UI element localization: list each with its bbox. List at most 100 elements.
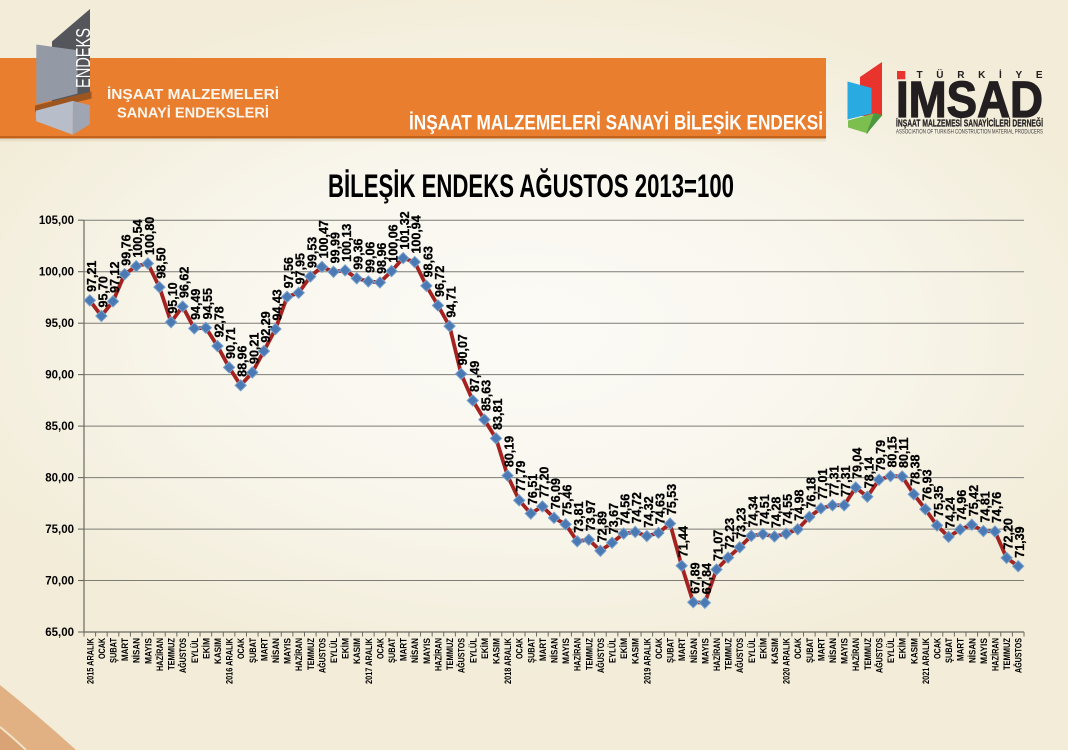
svg-text:97,21: 97,21 — [85, 261, 99, 292]
svg-text:HAZİRAN: HAZİRAN — [573, 638, 583, 671]
svg-text:OCAK: OCAK — [97, 638, 107, 659]
svg-text:HAZİRAN: HAZİRAN — [433, 638, 443, 671]
svg-text:OCAK: OCAK — [793, 638, 803, 659]
svg-text:NİSAN: NİSAN — [410, 638, 420, 663]
svg-text:76,18: 76,18 — [804, 477, 818, 508]
svg-text:74,56: 74,56 — [619, 494, 633, 525]
svg-text:72,23: 72,23 — [723, 518, 737, 549]
svg-text:MART: MART — [677, 638, 687, 661]
svg-text:77,79: 77,79 — [514, 461, 528, 492]
svg-text:100,13: 100,13 — [340, 224, 354, 262]
svg-text:MART: MART — [816, 638, 826, 661]
svg-text:TEMMUZ: TEMMUZ — [1002, 638, 1012, 670]
svg-text:70,00: 70,00 — [45, 576, 74, 588]
svg-text:72,20: 72,20 — [1002, 518, 1016, 549]
svg-text:105,00: 105,00 — [39, 215, 74, 227]
svg-text:77,01: 77,01 — [816, 469, 830, 500]
svg-text:HAZİRAN: HAZİRAN — [712, 638, 722, 671]
svg-text:75,46: 75,46 — [561, 484, 575, 515]
svg-text:65,00: 65,00 — [45, 627, 74, 639]
svg-text:75,53: 75,53 — [665, 484, 679, 515]
svg-text:74,96: 74,96 — [955, 490, 969, 521]
svg-text:MART: MART — [120, 638, 130, 661]
svg-text:100,80: 100,80 — [143, 217, 157, 255]
svg-text:EYLÜL: EYLÜL — [329, 638, 339, 663]
svg-text:94,49: 94,49 — [189, 289, 203, 320]
svg-text:78,38: 78,38 — [909, 454, 923, 485]
svg-text:80,19: 80,19 — [503, 436, 517, 467]
svg-text:TEMMUZ: TEMMUZ — [445, 638, 455, 670]
svg-text:2015 ARALIK: 2015 ARALIK — [85, 638, 95, 684]
svg-text:80,00: 80,00 — [45, 473, 74, 485]
svg-text:76,93: 76,93 — [920, 469, 934, 500]
svg-text:EKİM: EKİM — [341, 638, 351, 659]
svg-text:100,00: 100,00 — [39, 267, 74, 279]
svg-text:74,55: 74,55 — [781, 494, 795, 525]
svg-text:73,23: 73,23 — [735, 507, 749, 538]
svg-text:99,53: 99,53 — [305, 237, 319, 268]
svg-text:AĞUSTOS: AĞUSTOS — [734, 638, 745, 673]
svg-text:98,50: 98,50 — [154, 247, 168, 278]
svg-text:97,12: 97,12 — [108, 262, 122, 293]
svg-text:ŞUBAT: ŞUBAT — [805, 638, 815, 663]
svg-text:75,42: 75,42 — [967, 485, 981, 516]
svg-text:2021 ARALIK: 2021 ARALIK — [921, 638, 931, 684]
svg-text:EKİM: EKİM — [619, 638, 629, 659]
svg-text:SANAYİ ENDEKSLERİ: SANAYİ ENDEKSLERİ — [117, 105, 269, 122]
svg-text:EKİM: EKİM — [898, 638, 908, 659]
svg-text:74,81: 74,81 — [978, 491, 992, 522]
svg-text:87,49: 87,49 — [468, 361, 482, 392]
svg-text:2017 ARALIK: 2017 ARALIK — [364, 638, 374, 684]
svg-text:74,24: 74,24 — [944, 497, 958, 528]
svg-text:76,09: 76,09 — [549, 478, 563, 509]
svg-text:71,07: 71,07 — [711, 530, 725, 561]
svg-text:90,00: 90,00 — [45, 370, 74, 382]
svg-text:97,56: 97,56 — [282, 257, 296, 288]
svg-text:OCAK: OCAK — [654, 638, 664, 659]
svg-text:2016 ARALIK: 2016 ARALIK — [225, 638, 235, 684]
svg-text:72,89: 72,89 — [595, 511, 609, 542]
svg-text:99,99: 99,99 — [329, 232, 343, 263]
svg-text:AĞUSTOS: AĞUSTOS — [1013, 638, 1024, 673]
svg-text:95,70: 95,70 — [96, 276, 110, 307]
svg-text:HAZİRAN: HAZİRAN — [155, 638, 165, 671]
svg-text:EYLÜL: EYLÜL — [608, 638, 618, 663]
svg-text:ŞUBAT: ŞUBAT — [109, 638, 119, 663]
svg-text:79,79: 79,79 — [874, 440, 888, 471]
svg-text:TEMMUZ: TEMMUZ — [167, 638, 177, 670]
svg-text:EKİM: EKİM — [201, 638, 211, 659]
svg-text:İNŞAAT MALZEMELERİ SANAYİ BİLE: İNŞAAT MALZEMELERİ SANAYİ BİLEŞİK ENDEKS… — [409, 111, 823, 135]
svg-text:88,96: 88,96 — [236, 346, 250, 377]
svg-text:OCAK: OCAK — [515, 638, 525, 659]
svg-text:74,51: 74,51 — [758, 494, 772, 525]
svg-text:MAYIS: MAYIS — [840, 638, 850, 664]
svg-text:92,78: 92,78 — [212, 306, 226, 337]
svg-text:MAYIS: MAYIS — [700, 638, 710, 664]
svg-text:83,81: 83,81 — [491, 399, 505, 430]
svg-text:100,06: 100,06 — [387, 224, 401, 262]
svg-text:KASIM: KASIM — [491, 638, 501, 664]
svg-text:MAYIS: MAYIS — [561, 638, 571, 664]
svg-text:BİLEŞİK ENDEKS AĞUSTOS 2013=10: BİLEŞİK ENDEKS AĞUSTOS 2013=100 — [328, 168, 734, 204]
svg-text:99,36: 99,36 — [352, 238, 366, 269]
svg-text:75,35: 75,35 — [932, 486, 946, 517]
svg-text:IMSAD: IMSAD — [896, 71, 1043, 128]
svg-text:OCAK: OCAK — [236, 638, 246, 659]
svg-text:90,21: 90,21 — [247, 333, 261, 364]
svg-text:98,63: 98,63 — [421, 246, 435, 277]
svg-text:97,95: 97,95 — [294, 253, 308, 284]
svg-text:ASSOCIATION OF TURKISH CONSTRU: ASSOCIATION OF TURKISH CONSTRUCTION MATE… — [896, 129, 1043, 136]
svg-text:2018 ARALIK: 2018 ARALIK — [503, 638, 513, 684]
svg-text:TEMMUZ: TEMMUZ — [306, 638, 316, 670]
svg-text:KASIM: KASIM — [352, 638, 362, 664]
svg-text:EYLÜL: EYLÜL — [886, 638, 896, 663]
svg-text:HAZİRAN: HAZİRAN — [990, 638, 1000, 671]
svg-text:78,14: 78,14 — [862, 457, 876, 488]
svg-text:EYLÜL: EYLÜL — [747, 638, 757, 663]
svg-text:ŞUBAT: ŞUBAT — [248, 638, 258, 663]
svg-text:MART: MART — [259, 638, 269, 661]
svg-text:74,63: 74,63 — [653, 493, 667, 524]
svg-text:74,72: 74,72 — [630, 492, 644, 523]
svg-text:67,89: 67,89 — [688, 562, 702, 593]
svg-text:96,72: 96,72 — [433, 266, 447, 297]
